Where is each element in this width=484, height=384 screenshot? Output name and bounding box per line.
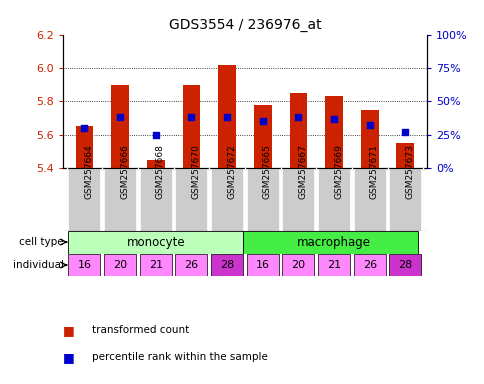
Text: GSM257670: GSM257670 [191, 144, 200, 199]
Text: GSM257669: GSM257669 [333, 144, 342, 199]
Bar [396, 143, 413, 168]
Point [258, 118, 266, 124]
Bar [253, 104, 271, 168]
Bar [324, 96, 342, 168]
FancyBboxPatch shape [246, 253, 278, 276]
FancyBboxPatch shape [211, 168, 242, 231]
FancyBboxPatch shape [175, 253, 207, 276]
Bar [111, 84, 129, 168]
Text: 21: 21 [149, 260, 163, 270]
FancyBboxPatch shape [68, 168, 100, 231]
Text: macrophage: macrophage [297, 235, 370, 248]
Text: 16: 16 [77, 260, 91, 270]
Text: 26: 26 [184, 260, 198, 270]
FancyBboxPatch shape [104, 168, 136, 231]
Text: GSM257664: GSM257664 [84, 144, 93, 199]
Text: monocyte: monocyte [126, 235, 185, 248]
Text: GSM257667: GSM257667 [298, 144, 307, 199]
Bar [182, 84, 200, 168]
FancyBboxPatch shape [389, 168, 421, 231]
Point [116, 114, 124, 121]
Text: GSM257665: GSM257665 [262, 144, 271, 199]
FancyBboxPatch shape [353, 253, 385, 276]
FancyBboxPatch shape [104, 253, 136, 276]
Text: 20: 20 [113, 260, 127, 270]
Point [330, 116, 337, 122]
Text: ■: ■ [63, 351, 75, 364]
Text: percentile rank within the sample: percentile rank within the sample [92, 352, 268, 362]
Text: GSM257666: GSM257666 [120, 144, 129, 199]
FancyBboxPatch shape [282, 253, 314, 276]
Text: 28: 28 [397, 260, 412, 270]
FancyBboxPatch shape [139, 253, 171, 276]
Bar [218, 65, 236, 168]
Text: ■: ■ [63, 324, 75, 337]
Point [223, 114, 230, 121]
Bar [360, 110, 378, 168]
Bar [147, 160, 165, 168]
Point [80, 125, 88, 131]
Text: 21: 21 [326, 260, 340, 270]
Text: GSM257673: GSM257673 [405, 144, 413, 199]
Point [294, 114, 302, 121]
FancyBboxPatch shape [68, 231, 242, 253]
Bar [289, 93, 307, 168]
Text: GSM257672: GSM257672 [227, 144, 236, 199]
Point [187, 114, 195, 121]
FancyBboxPatch shape [246, 168, 278, 231]
FancyBboxPatch shape [318, 253, 349, 276]
Text: 20: 20 [291, 260, 305, 270]
Point [151, 132, 159, 138]
FancyBboxPatch shape [175, 168, 207, 231]
Title: GDS3554 / 236976_at: GDS3554 / 236976_at [168, 18, 320, 32]
Text: GSM257671: GSM257671 [369, 144, 378, 199]
FancyBboxPatch shape [68, 253, 100, 276]
FancyBboxPatch shape [318, 168, 349, 231]
Text: GSM257668: GSM257668 [155, 144, 165, 199]
Point [401, 129, 408, 135]
Bar [76, 126, 93, 168]
FancyBboxPatch shape [211, 253, 242, 276]
FancyBboxPatch shape [389, 253, 421, 276]
Text: transformed count: transformed count [92, 325, 189, 335]
FancyBboxPatch shape [353, 168, 385, 231]
Text: individual: individual [13, 260, 63, 270]
FancyBboxPatch shape [242, 231, 417, 253]
Point [365, 122, 373, 128]
Text: cell type: cell type [19, 237, 63, 247]
FancyBboxPatch shape [139, 168, 171, 231]
Text: 28: 28 [220, 260, 234, 270]
Text: 26: 26 [362, 260, 376, 270]
Text: 16: 16 [255, 260, 269, 270]
FancyBboxPatch shape [282, 168, 314, 231]
